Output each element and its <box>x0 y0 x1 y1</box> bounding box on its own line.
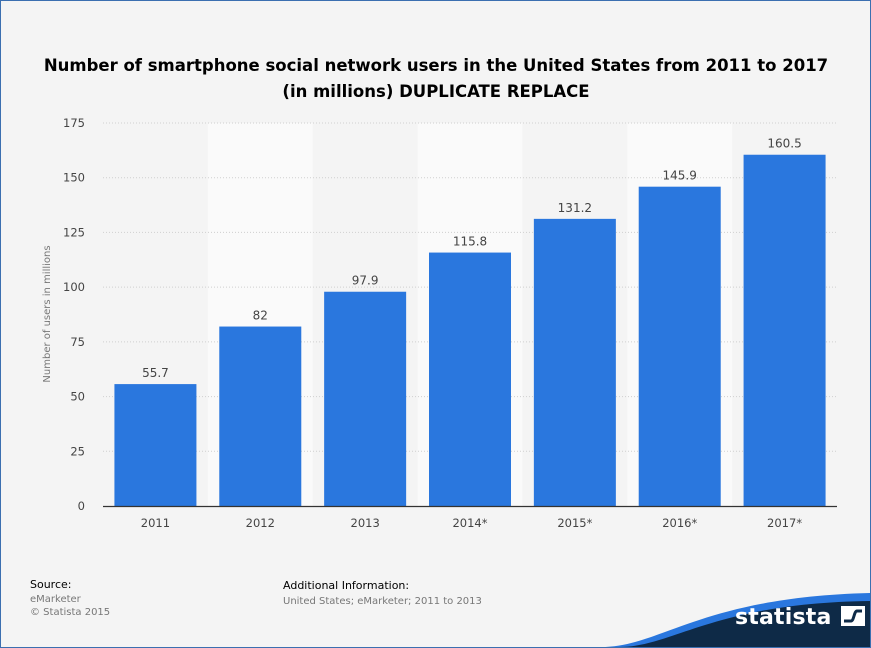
y-tick-label: 75 <box>70 335 85 349</box>
x-axis-ticks: 2011 2012 2013 2014* 2015* 2016* 2017* <box>141 516 803 530</box>
x-tick-label: 2011 <box>141 516 170 530</box>
bar[interactable] <box>533 218 616 506</box>
bar[interactable] <box>114 384 197 506</box>
bar[interactable] <box>743 154 826 506</box>
data-label: 160.5 <box>767 137 801 151</box>
y-axis-label: Number of users in millions <box>42 245 53 382</box>
y-tick-label: 125 <box>63 225 85 239</box>
logo-text: statista <box>735 605 832 630</box>
x-tick-label: 2015* <box>557 516 592 530</box>
statista-flag-icon <box>841 606 866 626</box>
y-tick-label: 175 <box>63 116 85 130</box>
chart-title: Number of smartphone social network user… <box>43 56 829 101</box>
statista-logo[interactable]: statista <box>735 605 866 630</box>
source-text: eMarketer © Statista 2015 <box>30 593 110 619</box>
data-labels: 55.7 82 97.9 115.8 131.2 145.9 160.5 <box>142 137 802 380</box>
data-label: 97.9 <box>352 274 379 288</box>
additional-info-heading: Additional Information: <box>283 579 410 592</box>
bar[interactable] <box>324 291 407 506</box>
bars <box>114 154 826 506</box>
additional-info-text: United States; eMarketer; 2011 to 2013 <box>283 596 482 607</box>
source-line-1: eMarketer <box>30 594 81 605</box>
x-tick-label: 2014* <box>452 516 487 530</box>
x-tick-label: 2017* <box>767 516 802 530</box>
x-tick-label: 2012 <box>246 516 275 530</box>
bar[interactable] <box>638 186 721 506</box>
y-tick-label: 150 <box>63 171 85 185</box>
data-label: 82 <box>253 309 268 323</box>
data-label: 55.7 <box>142 366 169 380</box>
data-label: 115.8 <box>453 235 487 249</box>
bar[interactable] <box>219 326 302 506</box>
y-tick-label: 50 <box>70 390 85 404</box>
y-axis-ticks: 0 25 50 75 100 125 150 175 <box>63 116 85 513</box>
source-heading: Source: <box>30 578 72 591</box>
data-label: 145.9 <box>663 169 697 183</box>
x-tick-label: 2016* <box>662 516 697 530</box>
source-line-2: © Statista 2015 <box>30 607 111 618</box>
bar[interactable] <box>429 252 511 506</box>
y-tick-label: 25 <box>70 444 85 458</box>
y-tick-label: 100 <box>63 280 85 294</box>
data-label: 131.2 <box>558 201 592 215</box>
y-tick-label: 0 <box>78 499 85 513</box>
x-tick-label: 2013 <box>351 516 380 530</box>
